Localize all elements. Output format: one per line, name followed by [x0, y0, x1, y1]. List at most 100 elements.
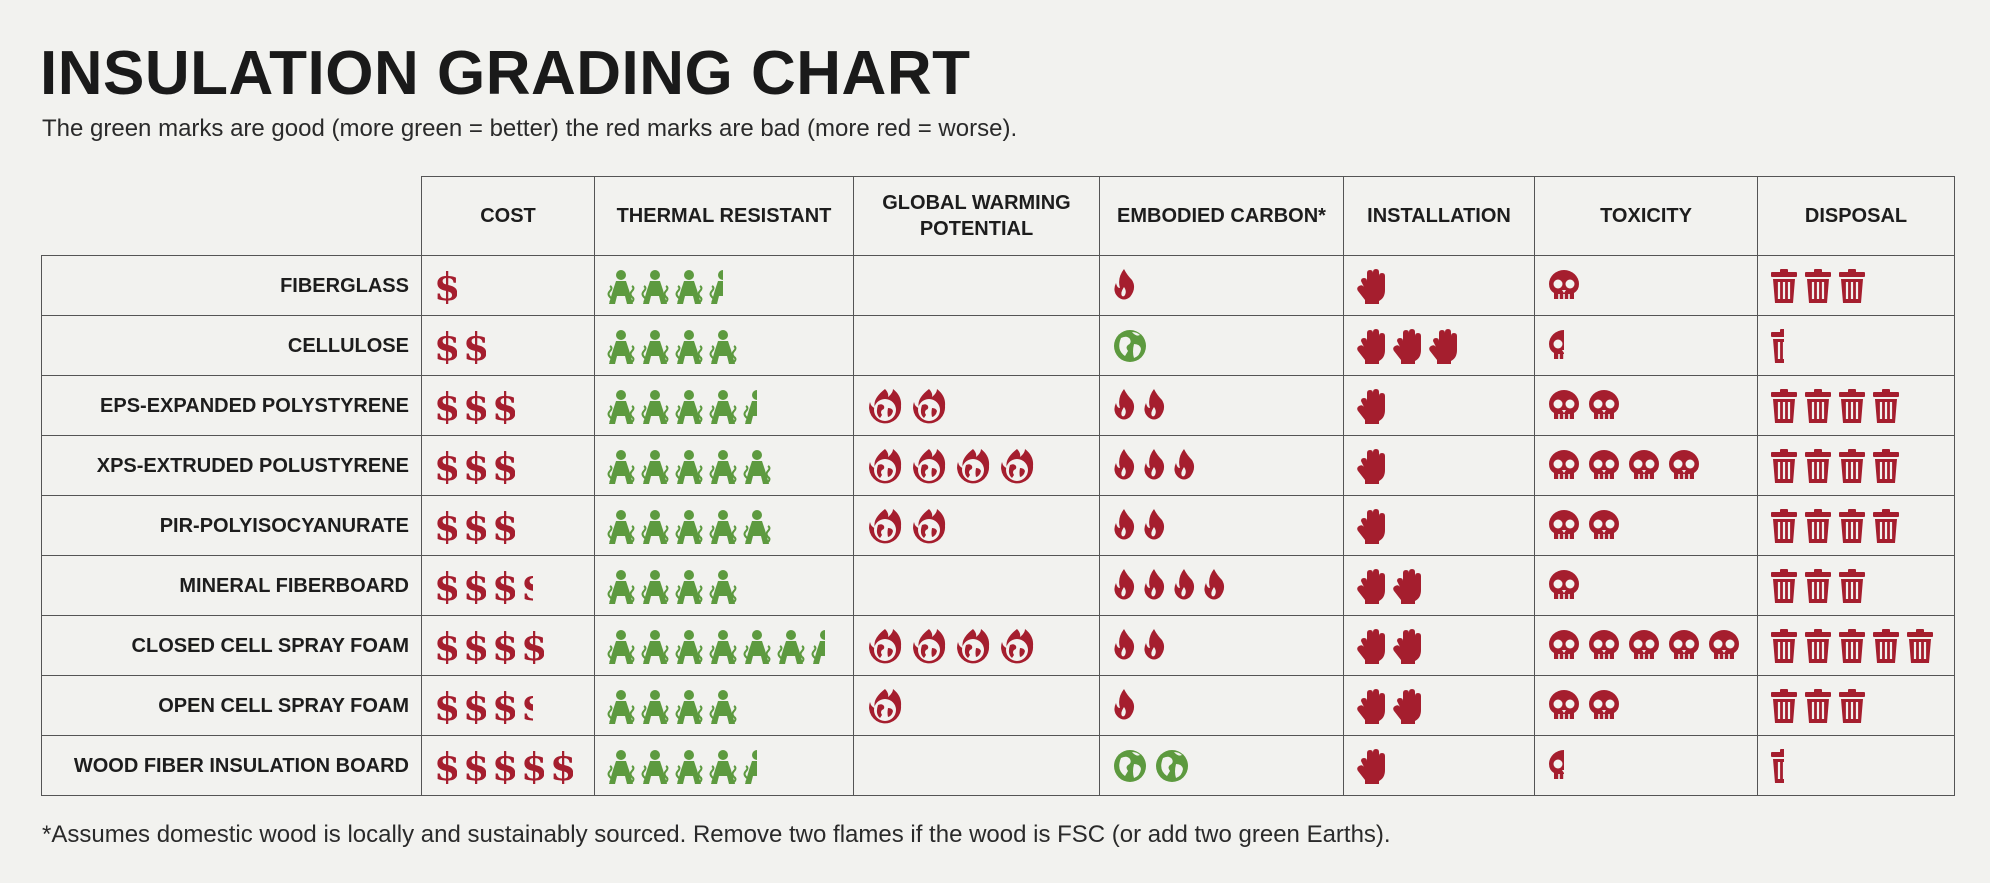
dollar-icon: $ [463, 568, 486, 604]
person-warm-icon [607, 268, 635, 304]
person-warm-icon [675, 688, 703, 724]
icon-group [1112, 686, 1343, 726]
green-earth-icon [1112, 748, 1148, 784]
cell-gwp [853, 435, 1100, 496]
glove-icon [1356, 748, 1386, 784]
burning-earth-icon [866, 508, 904, 544]
person-warm-icon [641, 328, 669, 364]
trash-can-icon [1804, 628, 1832, 664]
burning-earth-icon [910, 388, 948, 424]
icon-group: $ [434, 266, 594, 306]
person-warm-icon [709, 748, 737, 784]
cell-embodied [1099, 435, 1344, 496]
skull-icon [1547, 748, 1564, 784]
dollar-icon: $ [521, 628, 544, 664]
icon-group [1356, 566, 1534, 606]
cell-thermal [594, 435, 854, 496]
trash-can-icon [1804, 448, 1832, 484]
glove-icon [1356, 568, 1386, 604]
row-label: MINERAL FIBERBOARD [41, 555, 422, 616]
flame-icon [1112, 508, 1136, 544]
burning-earth-icon [998, 448, 1036, 484]
skull-icon [1667, 628, 1701, 664]
trash-can-icon [1906, 628, 1934, 664]
icon-group [1356, 386, 1534, 426]
icon-group [1770, 566, 1954, 606]
dollar-icon: $ [463, 688, 486, 724]
cell-installation [1343, 255, 1535, 316]
trash-can-icon [1872, 628, 1900, 664]
icon-group [1356, 506, 1534, 546]
person-warm-icon [709, 508, 737, 544]
table-row: CLOSED CELL SPRAY FOAM $$$$ [41, 615, 1955, 676]
person-warm-icon [641, 268, 669, 304]
icon-group [607, 266, 853, 306]
cell-disposal [1757, 315, 1955, 376]
cell-cost: $$$$$ [421, 735, 595, 796]
burning-earth-icon [866, 448, 904, 484]
icon-group [1112, 326, 1343, 366]
icon-group [866, 506, 1099, 546]
cell-thermal [594, 615, 854, 676]
glove-icon [1392, 568, 1422, 604]
skull-icon [1547, 688, 1581, 724]
icon-group: $$ [434, 326, 594, 366]
icon-group [607, 746, 853, 786]
glove-icon [1356, 328, 1386, 364]
icon-group [1547, 686, 1757, 726]
cell-thermal [594, 675, 854, 736]
row-label: WOOD FIBER INSULATION BOARD [41, 735, 422, 796]
cell-thermal [594, 555, 854, 616]
dollar-icon: $ [434, 268, 457, 304]
icon-group: $$$$ [434, 626, 594, 666]
icon-group [1770, 326, 1954, 366]
skull-icon [1547, 268, 1581, 304]
person-warm-icon [607, 628, 635, 664]
row-label: CLOSED CELL SPRAY FOAM [41, 615, 422, 676]
cell-embodied [1099, 315, 1344, 376]
cell-installation [1343, 675, 1535, 736]
icon-group [607, 506, 853, 546]
person-warm-icon [607, 748, 635, 784]
cell-installation [1343, 435, 1535, 496]
dollar-icon: $ [492, 448, 515, 484]
icon-group [866, 326, 1099, 366]
dollar-icon: $ [434, 448, 457, 484]
column-header-thermal-resistant: THERMAL RESISTANT [594, 176, 854, 256]
burning-earth-icon [910, 628, 948, 664]
flame-icon [1112, 388, 1136, 424]
cell-toxicity [1534, 495, 1758, 556]
icon-group [607, 446, 853, 486]
cell-cost: $$$$ [421, 555, 595, 616]
cell-gwp [853, 255, 1100, 316]
trash-can-icon [1770, 508, 1798, 544]
flame-icon [1202, 568, 1226, 604]
cell-toxicity [1534, 555, 1758, 616]
glove-icon [1356, 508, 1386, 544]
icon-group [1770, 746, 1954, 786]
skull-icon [1547, 388, 1581, 424]
person-warm-icon [709, 568, 737, 604]
person-warm-icon [607, 568, 635, 604]
trash-can-icon [1838, 448, 1866, 484]
cell-thermal [594, 495, 854, 556]
column-header-installation: INSTALLATION [1343, 176, 1535, 256]
flame-icon [1142, 628, 1166, 664]
table-body: FIBERGLASS$CELLULOSE$$EPS-EXPANDED POLYS… [41, 255, 1955, 796]
cell-cost: $$$$ [421, 615, 595, 676]
cell-disposal [1757, 495, 1955, 556]
flame-icon [1112, 688, 1136, 724]
person-warm-icon [641, 628, 669, 664]
person-warm-icon [641, 688, 669, 724]
glove-icon [1356, 388, 1386, 424]
person-warm-icon [675, 388, 703, 424]
cell-thermal [594, 735, 854, 796]
dollar-icon: $ [434, 508, 457, 544]
dollar-icon: $ [463, 388, 486, 424]
icon-group [1547, 626, 1757, 666]
icon-group [1112, 746, 1343, 786]
icon-group [1112, 506, 1343, 546]
cell-gwp [853, 735, 1100, 796]
person-warm-icon [709, 628, 737, 664]
dollar-icon: $ [434, 568, 457, 604]
